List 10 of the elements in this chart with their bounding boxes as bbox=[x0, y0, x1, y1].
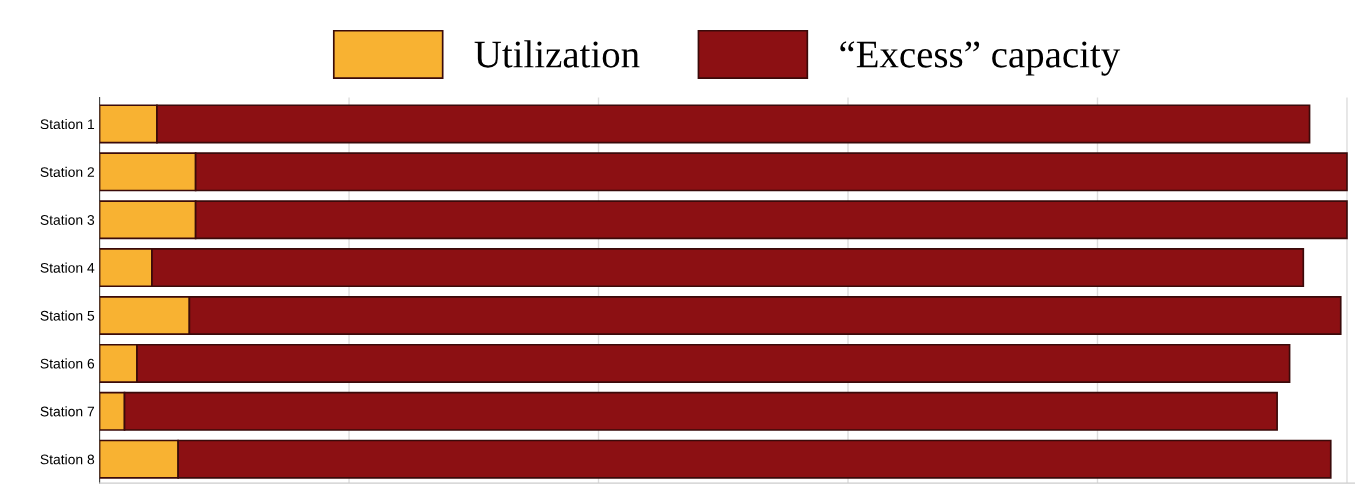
y-tick-label: Station 2 bbox=[40, 166, 95, 177]
y-tick-label: Station 4 bbox=[40, 262, 95, 273]
y-tick-label: Station 8 bbox=[40, 454, 95, 465]
y-tick-label: Station 1 bbox=[40, 118, 95, 130]
y-tick-label: Station 7 bbox=[40, 406, 95, 417]
legend-label: “Excess” capacity bbox=[840, 41, 1121, 76]
y-tick-label: Station 3 bbox=[40, 214, 95, 225]
legend-label: Utilization bbox=[474, 40, 640, 68]
y-tick-label: Station 6 bbox=[40, 358, 95, 369]
y-tick-label: Station 5 bbox=[40, 310, 95, 321]
